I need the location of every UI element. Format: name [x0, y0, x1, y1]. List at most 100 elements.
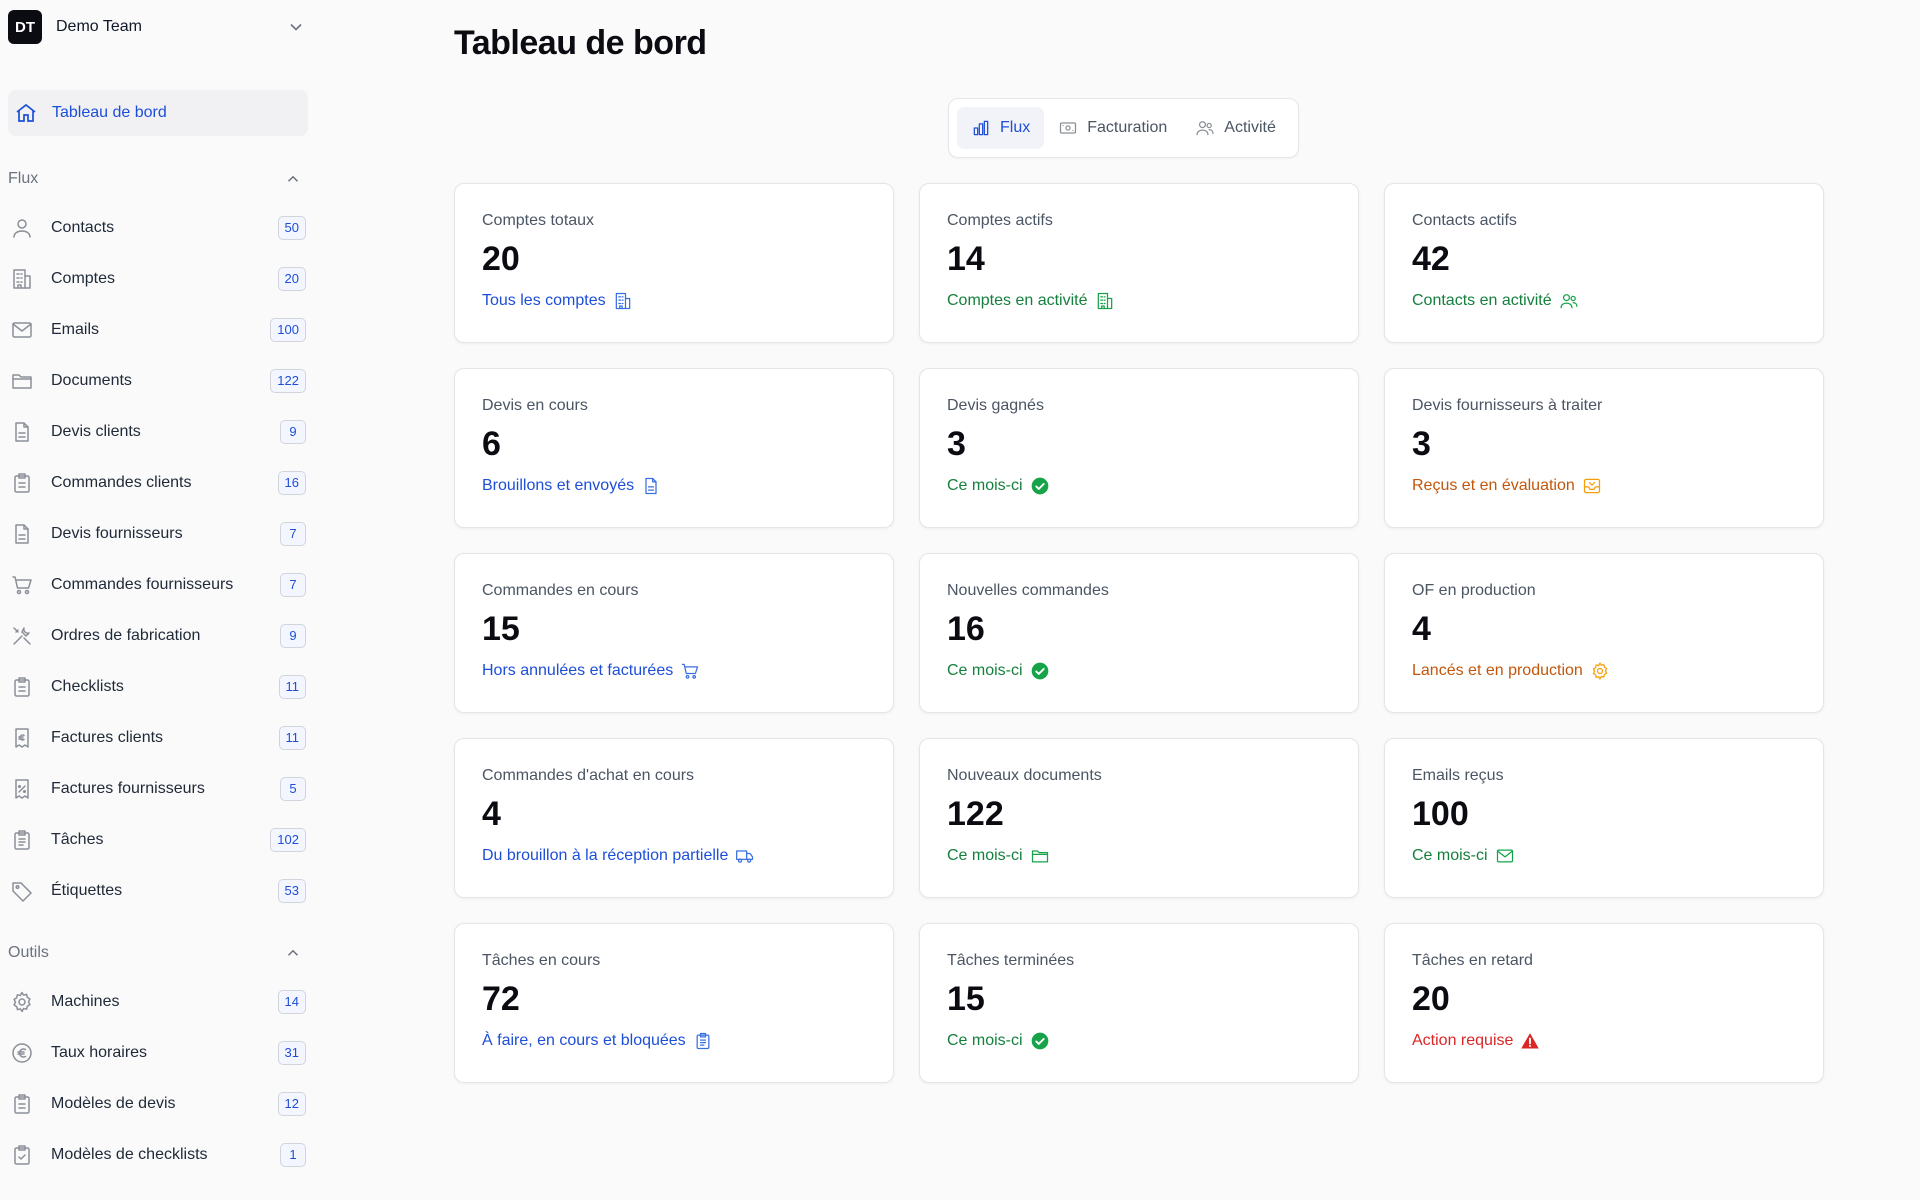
- users-icon: [1195, 118, 1215, 138]
- sidebar-item-label: Contacts: [51, 218, 115, 236]
- stat-card-comptes-totaux[interactable]: Comptes totaux 20 Tous les comptes: [454, 183, 894, 343]
- stat-value: 16: [947, 610, 985, 648]
- stat-title: Tâches terminées: [947, 952, 1075, 969]
- section-flux-header[interactable]: Flux: [8, 164, 314, 194]
- stat-subtitle-row: Comptes en activité: [947, 291, 1331, 311]
- main-content: Tableau de bord Flux Facturation Activité …: [318, 0, 1920, 1200]
- sidebar-item-comptes[interactable]: Comptes 20: [8, 253, 308, 304]
- count-badge: 9: [280, 623, 306, 648]
- stat-value: 20: [482, 240, 520, 278]
- sidebar-item-emails[interactable]: Emails 100: [8, 304, 308, 355]
- sidebar-item-contacts[interactable]: Contacts 50: [8, 202, 308, 253]
- sidebar-item-taches[interactable]: Tâches 102: [8, 814, 308, 865]
- sidebar-item-label: Devis fournisseurs: [51, 524, 183, 542]
- stat-subtitle-row: Contacts en activité: [1412, 291, 1796, 311]
- sidebar-item-label: Devis clients: [51, 422, 141, 440]
- stat-card-taches-en-retard[interactable]: Tâches en retard 20 Action requise: [1384, 923, 1824, 1083]
- stat-subtitle: Ce mois-ci: [947, 662, 1023, 679]
- tab-activite[interactable]: Activité: [1181, 107, 1290, 149]
- tab-facturation[interactable]: Facturation: [1044, 107, 1181, 149]
- stat-subtitle: Brouillons et envoyés: [482, 477, 635, 494]
- chevron-up-icon[interactable]: [284, 944, 302, 962]
- chevron-up-icon[interactable]: [284, 170, 302, 188]
- banknote-icon: [1058, 118, 1078, 138]
- stat-subtitle: Tous les comptes: [482, 292, 606, 309]
- stat-subtitle: Hors annulées et facturées: [482, 662, 674, 679]
- count-badge: 7: [280, 521, 306, 546]
- stat-card-devis-gagnes[interactable]: Devis gagnés 3 Ce mois-ci: [919, 368, 1359, 528]
- sidebar-item-commandes-fournisseurs[interactable]: Commandes fournisseurs 7: [8, 559, 308, 610]
- sidebar-item-factures-fournisseurs[interactable]: Factures fournisseurs 5: [8, 763, 308, 814]
- clipboard-icon: [10, 675, 34, 699]
- stat-card-taches-terminees[interactable]: Tâches terminées 15 Ce mois-ci: [919, 923, 1359, 1083]
- stat-card-devis-en-cours[interactable]: Devis en cours 6 Brouillons et envoyés: [454, 368, 894, 528]
- stat-title: Comptes actifs: [947, 212, 1053, 229]
- sidebar-item-factures-clients[interactable]: Factures clients 11: [8, 712, 308, 763]
- page-title: Tableau de bord: [454, 24, 707, 62]
- check-circle-icon: [1030, 476, 1050, 496]
- sidebar-item-machines[interactable]: Machines 14: [8, 976, 308, 1027]
- stat-title: Nouveaux documents: [947, 767, 1102, 784]
- gear-icon: [10, 990, 34, 1014]
- sidebar-item-taux-horaires[interactable]: Taux horaires 31: [8, 1027, 308, 1078]
- stat-card-taches-en-cours[interactable]: Tâches en cours 72 À faire, en cours et bl…: [454, 923, 894, 1083]
- stat-card-commandes-en-cours[interactable]: Commandes en cours 15 Hors annulées et fac…: [454, 553, 894, 713]
- count-badge: 14: [277, 989, 306, 1014]
- stat-title: Commandes en cours: [482, 582, 639, 599]
- sidebar-item-ordres-de-fabrication[interactable]: Ordres de fabrication 9: [8, 610, 308, 661]
- sidebar-item-label: Emails: [51, 320, 100, 338]
- user-icon: [10, 216, 34, 240]
- sidebar-item-label: Factures fournisseurs: [51, 779, 205, 797]
- building-icon: [1095, 291, 1115, 311]
- stat-card-comptes-actifs[interactable]: Comptes actifs 14 Comptes en activité: [919, 183, 1359, 343]
- sidebar: DT Demo Team Tableau de bord Flux Contac…: [0, 0, 318, 1200]
- sidebar-item-commandes-clients[interactable]: Commandes clients 16: [8, 457, 308, 508]
- sidebar-item-modeles-de-checklists[interactable]: Modèles de checklists 1: [8, 1129, 308, 1180]
- stat-subtitle-row: À faire, en cours et bloquées: [482, 1031, 866, 1051]
- stat-title: Emails reçus: [1412, 767, 1504, 784]
- sidebar-item-dashboard[interactable]: Tableau de bord: [8, 90, 308, 136]
- stat-card-devis-fournisseurs-a-traiter[interactable]: Devis fournisseurs à traiter 3 Reçus et en…: [1384, 368, 1824, 528]
- tab-flux[interactable]: Flux: [957, 107, 1045, 149]
- clipboard-check-icon: [10, 1143, 34, 1167]
- cart-icon: [680, 661, 700, 681]
- stat-subtitle: Ce mois-ci: [1412, 847, 1488, 864]
- count-badge: 102: [270, 827, 306, 852]
- chevron-down-icon[interactable]: [286, 17, 306, 37]
- stat-card-commandes-d-achat-en-cours[interactable]: Commandes d'achat en cours 4 Du brouillon …: [454, 738, 894, 898]
- sidebar-item-checklists[interactable]: Checklists 11: [8, 661, 308, 712]
- stat-value: 4: [482, 795, 501, 833]
- stat-card-of-en-production[interactable]: OF en production 4 Lancés et en production: [1384, 553, 1824, 713]
- sidebar-item-devis-clients[interactable]: Devis clients 9: [8, 406, 308, 457]
- count-badge: 12: [277, 1091, 306, 1116]
- stat-subtitle-row: Lancés et en production: [1412, 661, 1796, 681]
- team-avatar: DT: [8, 10, 42, 44]
- sidebar-item-label: Modèles de devis: [51, 1094, 176, 1112]
- cart-icon: [10, 573, 34, 597]
- stat-subtitle-row: Du brouillon à la réception partielle: [482, 846, 866, 866]
- sidebar-item-devis-fournisseurs[interactable]: Devis fournisseurs 7: [8, 508, 308, 559]
- stat-card-nouveaux-documents[interactable]: Nouveaux documents 122 Ce mois-ci: [919, 738, 1359, 898]
- stat-card-nouvelles-commandes[interactable]: Nouvelles commandes 16 Ce mois-ci: [919, 553, 1359, 713]
- sidebar-item-label: Taux horaires: [51, 1043, 148, 1061]
- building-icon: [10, 267, 34, 291]
- count-badge: 9: [280, 419, 306, 444]
- tab-label: Flux: [1000, 119, 1031, 136]
- sidebar-item-etiquettes[interactable]: Étiquettes 53: [8, 865, 308, 916]
- home-icon: [14, 101, 38, 125]
- count-badge: 11: [278, 725, 306, 750]
- inbox-icon: [1582, 476, 1602, 496]
- stat-subtitle: Comptes en activité: [947, 292, 1088, 309]
- count-badge: 50: [277, 215, 306, 240]
- stat-title: Commandes d'achat en cours: [482, 767, 695, 784]
- check-circle-icon: [1030, 661, 1050, 681]
- stat-subtitle: Ce mois-ci: [947, 847, 1023, 864]
- sidebar-item-documents[interactable]: Documents 122: [8, 355, 308, 406]
- sidebar-item-modeles-de-devis[interactable]: Modèles de devis 12: [8, 1078, 308, 1129]
- sidebar-item-label: Tableau de bord: [52, 104, 167, 121]
- outils-nav-list: Machines 14 Taux horaires 31 Modèles de devi…: [8, 976, 310, 1180]
- stat-card-emails-recus[interactable]: Emails reçus 100 Ce mois-ci: [1384, 738, 1824, 898]
- team-switcher[interactable]: DT Demo Team: [8, 0, 310, 54]
- stat-card-contacts-actifs[interactable]: Contacts actifs 42 Contacts en activité: [1384, 183, 1824, 343]
- section-outils-header[interactable]: Outils: [8, 938, 314, 968]
